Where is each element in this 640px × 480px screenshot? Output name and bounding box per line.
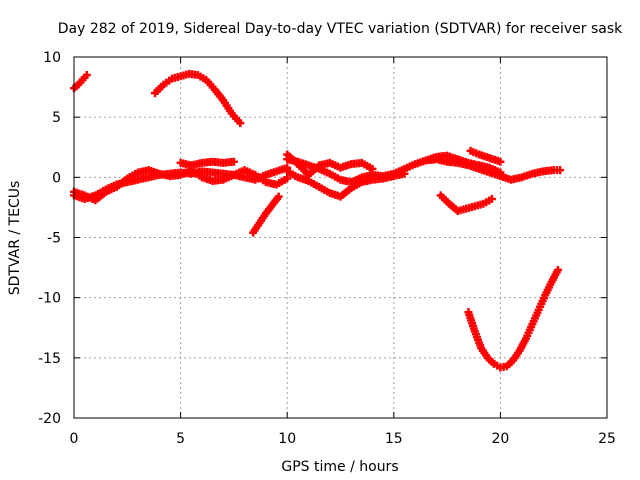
data-point xyxy=(82,71,91,80)
data-point xyxy=(400,169,409,178)
x-tick-label: 20 xyxy=(491,431,509,447)
y-tick-label: 10 xyxy=(43,50,61,66)
data-point xyxy=(496,168,505,177)
series-arc-m xyxy=(464,265,562,372)
y-tick-label: -10 xyxy=(38,291,61,307)
axis-ticks: 0 5 10 15 20 25 -20 -15 -10 -5 0 5 10 xyxy=(38,50,616,447)
x-tick-label: 25 xyxy=(598,431,616,447)
data-point xyxy=(283,174,292,183)
x-tick-label: 0 xyxy=(70,431,79,447)
x-tick-label: 10 xyxy=(278,431,296,447)
data-point xyxy=(229,157,238,166)
data-point xyxy=(487,194,496,203)
series-arc-h xyxy=(283,167,409,201)
series-arc-b xyxy=(151,69,245,128)
series-arc-i xyxy=(283,150,377,179)
data-point xyxy=(236,119,245,128)
y-tick-label: -5 xyxy=(47,231,61,247)
x-tick-label: 5 xyxy=(176,431,185,447)
data-point xyxy=(368,164,377,173)
x-tick-label: 15 xyxy=(385,431,403,447)
series-arc-j xyxy=(421,151,505,177)
data-point xyxy=(553,265,562,274)
y-tick-label: -20 xyxy=(38,411,61,427)
y-tick-label: -15 xyxy=(38,351,61,367)
series-arc-e xyxy=(176,157,238,170)
data-points xyxy=(70,69,565,372)
data-point xyxy=(556,166,565,175)
series-arc-l xyxy=(436,191,496,216)
y-tick-label: 0 xyxy=(52,170,61,186)
chart-title: Day 282 of 2019, Sidereal Day-to-day VTE… xyxy=(58,21,623,37)
series-arc-a xyxy=(70,71,91,93)
series-arc-d xyxy=(70,166,292,205)
y-tick-label: 5 xyxy=(52,110,61,126)
x-axis-label: GPS time / hours xyxy=(281,459,398,475)
data-point xyxy=(496,157,505,166)
series-arc-k xyxy=(466,146,505,166)
y-axis-label: SDTVAR / TECUs xyxy=(7,181,23,296)
series-arc-f xyxy=(249,192,283,237)
data-point xyxy=(274,192,283,201)
